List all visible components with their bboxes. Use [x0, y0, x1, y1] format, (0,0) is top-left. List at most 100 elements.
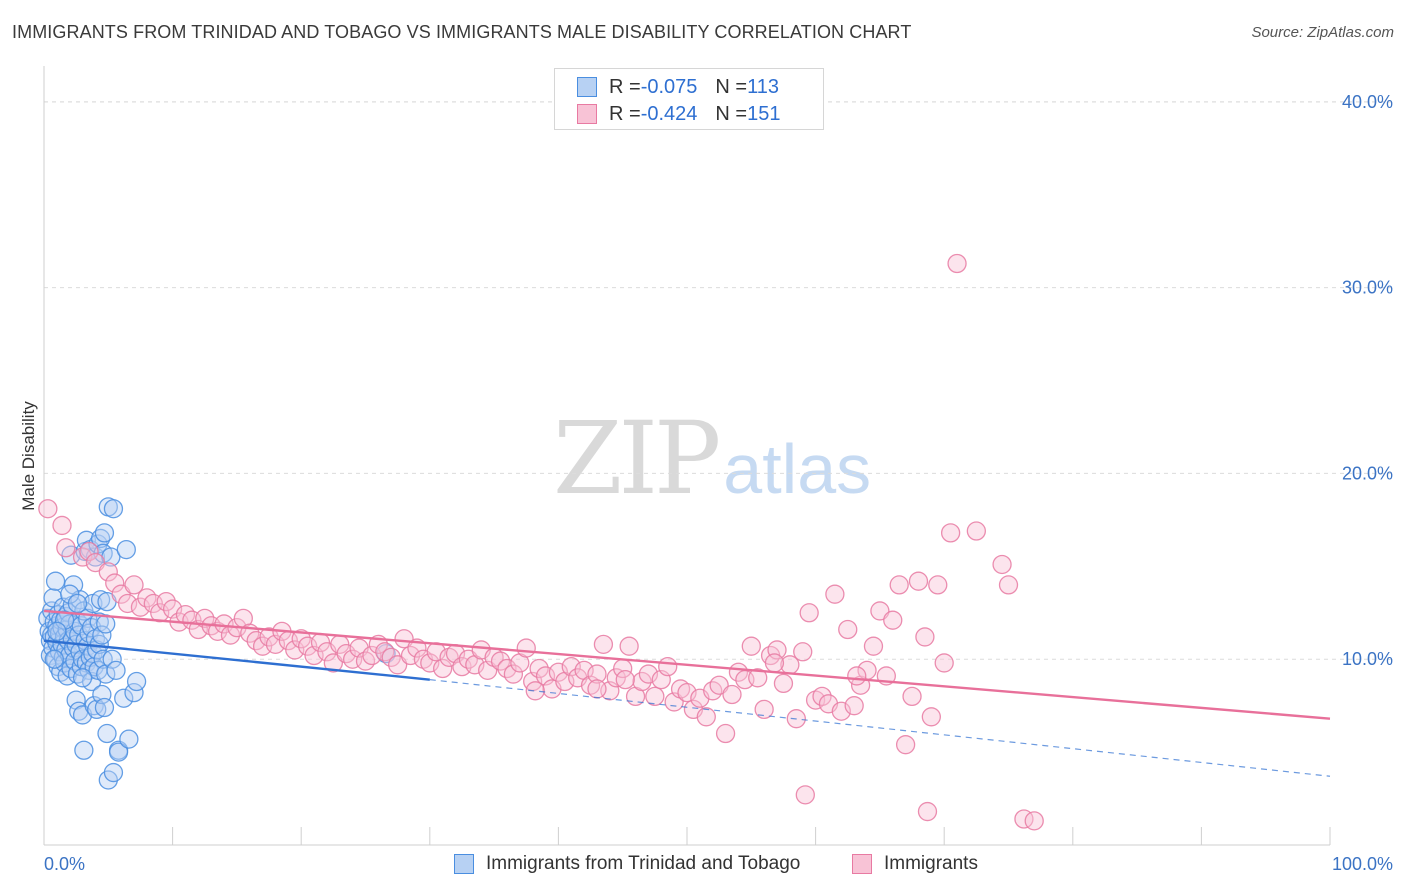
- point-immigrants: [847, 666, 867, 686]
- point-immigrants: [529, 658, 549, 679]
- point-immigrants: [992, 554, 1012, 575]
- point-immigrants: [587, 664, 607, 684]
- point-trinidad: [47, 621, 67, 641]
- point-immigrants: [940, 523, 961, 543]
- point-immigrants: [696, 707, 716, 727]
- point-trinidad: [54, 610, 75, 630]
- point-immigrants: [615, 670, 635, 690]
- point-trinidad: [108, 742, 129, 762]
- point-immigrants: [722, 684, 742, 705]
- point-immigrants: [490, 651, 511, 671]
- point-immigrants: [934, 653, 954, 673]
- point-immigrants: [658, 656, 678, 677]
- point-trinidad: [106, 660, 126, 681]
- point-immigrants: [947, 253, 967, 274]
- legend-r-label: R =: [609, 75, 641, 98]
- point-immigrants: [56, 538, 76, 558]
- point-immigrants: [895, 735, 916, 755]
- point-immigrants: [1024, 811, 1044, 831]
- legend-n-value: 151: [747, 102, 781, 125]
- watermark: ZIPatlas: [553, 400, 871, 517]
- point-immigrants: [748, 668, 768, 688]
- watermark-zip: ZIP: [553, 400, 721, 517]
- point-immigrants: [838, 619, 858, 640]
- y-tick-label: 40.0%: [1342, 92, 1393, 112]
- legend-n-label: N =: [715, 75, 748, 98]
- axes: [43, 66, 1331, 846]
- point-trinidad: [67, 593, 88, 614]
- legend-swatch-pink: [577, 104, 597, 124]
- point-immigrants: [433, 658, 453, 679]
- point-immigrants: [754, 699, 774, 720]
- point-immigrants: [124, 575, 144, 595]
- legend-swatch-pink: [852, 854, 872, 874]
- point-immigrants: [889, 575, 909, 595]
- point-immigrants: [773, 673, 794, 694]
- point-immigrants: [844, 696, 864, 716]
- point-immigrants: [38, 499, 58, 519]
- x-tick-label: 0.0%: [44, 854, 85, 874]
- point-trinidad: [103, 499, 124, 519]
- point-immigrants: [105, 573, 125, 593]
- y-axis-label: Male Disability: [19, 401, 38, 511]
- trend-line-immigrants: [43, 609, 1331, 720]
- point-trinidad: [116, 539, 136, 560]
- point-immigrants: [98, 562, 118, 582]
- trend-line-trinidad-extension: [429, 679, 1331, 777]
- x-tick-label: 100.0%: [1332, 854, 1393, 874]
- point-immigrants: [593, 634, 614, 655]
- point-immigrants: [883, 610, 903, 630]
- point-trinidad: [103, 762, 124, 783]
- point-immigrants: [156, 591, 176, 612]
- legend-r-value: -0.424: [640, 102, 698, 125]
- series-name-trinidad: Immigrants from Trinidad and Tobago: [486, 853, 801, 874]
- point-immigrants: [645, 686, 665, 707]
- point-trinidad: [74, 740, 94, 760]
- point-immigrants: [908, 571, 929, 591]
- series-immigrants-points: [38, 253, 1044, 831]
- point-immigrants: [381, 647, 401, 668]
- legend-r-label: R =: [609, 102, 641, 125]
- legend-n-value: 113: [747, 75, 779, 98]
- point-trinidad: [72, 668, 93, 688]
- point-immigrants: [516, 638, 536, 658]
- point-immigrants: [917, 801, 938, 822]
- point-immigrants: [79, 541, 99, 562]
- point-trinidad: [97, 723, 117, 744]
- legend-swatch-blue: [454, 854, 474, 874]
- stats-legend: R = -0.075 N = 113 R = -0.424 N = 151: [554, 68, 824, 130]
- point-immigrants: [902, 686, 922, 707]
- point-immigrants: [503, 664, 524, 684]
- series-legend-immigrants: Immigrants: [852, 852, 978, 876]
- legend-swatch-blue: [577, 77, 597, 97]
- y-tick-label: 10.0%: [1342, 649, 1393, 669]
- point-trinidad: [124, 683, 144, 703]
- trend-line-trinidad: [43, 639, 430, 681]
- point-immigrants: [799, 603, 819, 623]
- point-immigrants: [764, 653, 785, 673]
- point-immigrants: [915, 627, 935, 647]
- point-immigrants: [741, 636, 761, 656]
- point-immigrants: [928, 575, 948, 595]
- point-immigrants: [812, 686, 832, 707]
- point-immigrants: [795, 785, 815, 805]
- grid-lines: [44, 101, 1392, 660]
- point-trinidad: [114, 688, 134, 708]
- series-name-immigrants: Immigrants: [884, 853, 978, 874]
- point-trinidad: [102, 649, 122, 669]
- point-immigrants: [966, 521, 986, 541]
- tick-labels: 10.0% 20.0% 30.0% 40.0% 0.0% 100.0%: [44, 92, 1393, 874]
- point-trinidad: [94, 523, 115, 543]
- legend-row-immigrants: R = -0.424 N = 151: [577, 102, 780, 126]
- watermark-atlas: atlas: [723, 430, 872, 508]
- point-trinidad: [44, 649, 64, 669]
- point-trinidad: [94, 697, 115, 718]
- legend-row-trinidad: R = -0.075 N = 113: [577, 75, 779, 99]
- point-trinidad: [87, 699, 107, 720]
- point-trinidad: [119, 729, 139, 749]
- point-immigrants: [921, 707, 941, 727]
- point-immigrants: [863, 636, 884, 656]
- point-trinidad: [45, 571, 66, 591]
- chart-title: IMMIGRANTS FROM TRINIDAD AND TOBAGO VS I…: [12, 22, 912, 42]
